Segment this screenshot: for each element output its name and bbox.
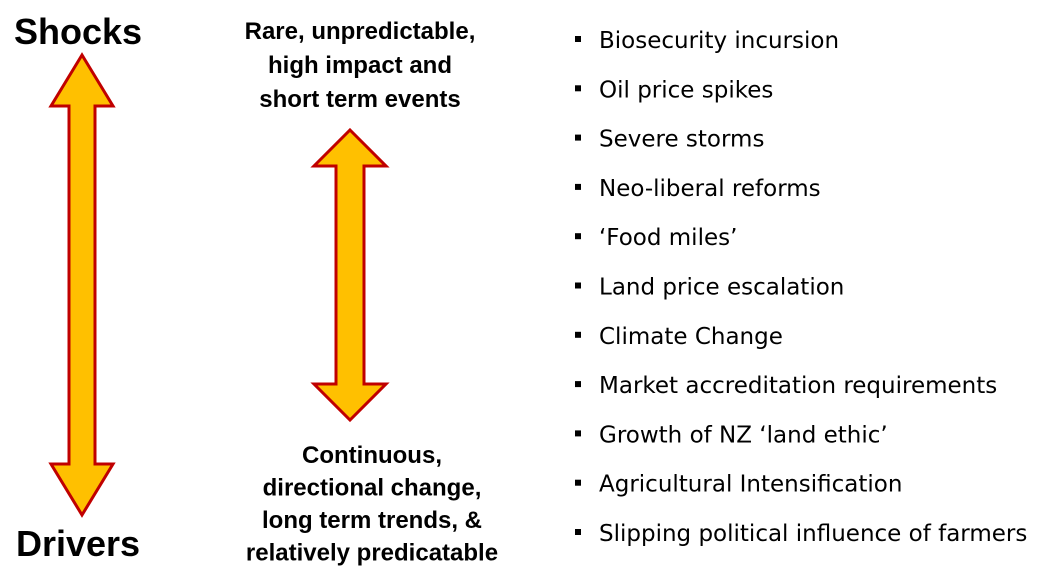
bullet	[575, 85, 581, 92]
bullet	[575, 233, 581, 240]
list-item: ‘Food miles’	[599, 225, 737, 251]
list-item: Agricultural Intensification	[599, 472, 902, 498]
bullet	[575, 430, 581, 437]
bullet	[575, 183, 581, 190]
bottom-description-line: directional change,	[263, 475, 482, 502]
bullet	[575, 381, 581, 388]
top-label: Shocks	[14, 11, 142, 52]
list-item: Severe storms	[599, 127, 764, 153]
top-description-line: Rare, unpredictable,	[245, 18, 476, 45]
list-item: Land price escalation	[599, 275, 844, 301]
list-item: Growth of NZ ‘land ethic’	[599, 422, 888, 448]
bottom-description-line: Continuous,	[302, 442, 442, 469]
list-item: Market accreditation requirements	[599, 373, 997, 399]
bullet	[575, 282, 581, 289]
top-description-line: short term events	[259, 86, 460, 113]
bullet	[575, 529, 581, 535]
list-item: Climate Change	[599, 324, 783, 350]
bullet	[575, 36, 581, 42]
top-description-line: high impact and	[268, 52, 452, 79]
short-double-arrow	[310, 127, 390, 423]
bottom-description-line: relatively predicatable	[246, 540, 498, 567]
bottom-label: Drivers	[16, 523, 140, 564]
list-item: Biosecurity incursion	[599, 28, 839, 54]
bullet	[575, 331, 581, 338]
list-item: Oil price spikes	[599, 77, 773, 103]
bullet	[575, 134, 581, 141]
bullet	[575, 479, 581, 486]
list-item: Neo-liberal reforms	[599, 176, 821, 202]
bottom-description-line: long term trends, &	[262, 507, 482, 534]
list-item: Slipping political influence of farmers	[599, 521, 1027, 547]
long-double-arrow	[48, 52, 116, 518]
